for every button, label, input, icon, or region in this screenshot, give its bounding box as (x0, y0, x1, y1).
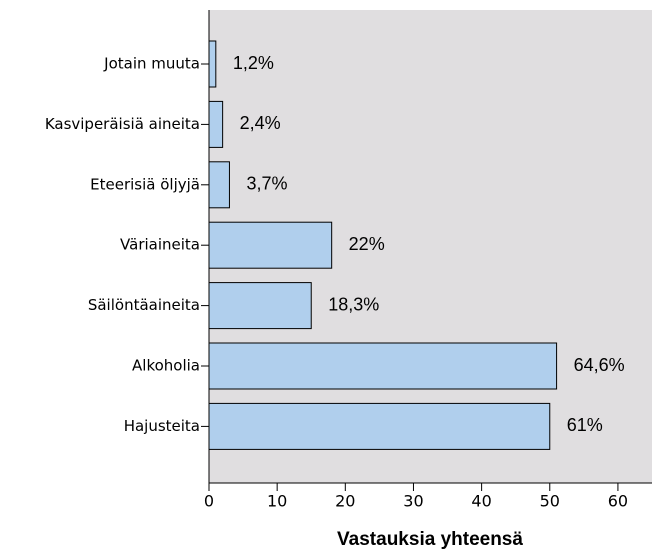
data-label: 22% (349, 234, 385, 254)
bar (208, 40, 217, 88)
data-label: 2,4% (240, 113, 281, 133)
x-tick-label: 60 (608, 492, 628, 511)
x-tick-label: 30 (403, 492, 423, 511)
data-label: 64,6% (574, 355, 625, 375)
x-tick-label: 0 (204, 492, 214, 511)
x-tick-label: 20 (335, 492, 355, 511)
data-label: 1,2% (233, 53, 274, 73)
y-tick-label: Alkoholia (132, 357, 200, 375)
bar (208, 342, 558, 390)
y-tick-label: Väriaineita (120, 236, 200, 254)
bar (208, 161, 230, 209)
x-axis-title: Vastauksia yhteensä (337, 529, 523, 550)
y-tick-label: Eteerisiä öljyjä (90, 175, 200, 193)
x-tick-label: 50 (540, 492, 560, 511)
data-label: 18,3% (328, 294, 379, 314)
y-tick-label: Hajusteita (124, 417, 200, 435)
y-tick-label: Säilöntäaineita (88, 296, 200, 314)
bar (208, 100, 224, 148)
bar (208, 282, 312, 330)
data-label: 61% (567, 415, 603, 435)
data-label: 3,7% (246, 174, 287, 194)
x-tick-label: 40 (471, 492, 491, 511)
bar (208, 402, 551, 450)
bar (208, 221, 333, 269)
y-tick-label: Jotain muuta (103, 55, 200, 73)
y-tick-label: Kasviperäisiä aineita (45, 115, 200, 133)
x-tick-label: 10 (267, 492, 287, 511)
